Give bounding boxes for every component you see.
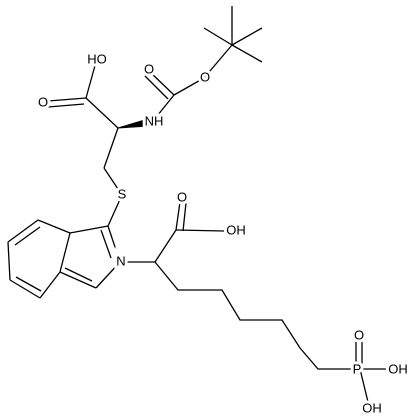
atom-label: O [177, 189, 187, 204]
atom-label: NH [145, 113, 164, 128]
atom-label: HO [87, 51, 107, 66]
atom-label: P [353, 361, 362, 376]
bonds [7, 6, 388, 403]
atom-label: OH [226, 222, 246, 237]
atom-label: OH [388, 361, 408, 376]
atom-label: O [354, 327, 364, 342]
atom-label: O [200, 69, 210, 84]
atom-label: OH [362, 400, 382, 415]
labels: HO O O O NH S N O OH P O OH OH [35, 48, 411, 417]
atom-label: O [144, 61, 154, 76]
atom-label: N [116, 253, 125, 268]
atom-label: S [118, 186, 127, 201]
atom-label: O [38, 94, 48, 109]
